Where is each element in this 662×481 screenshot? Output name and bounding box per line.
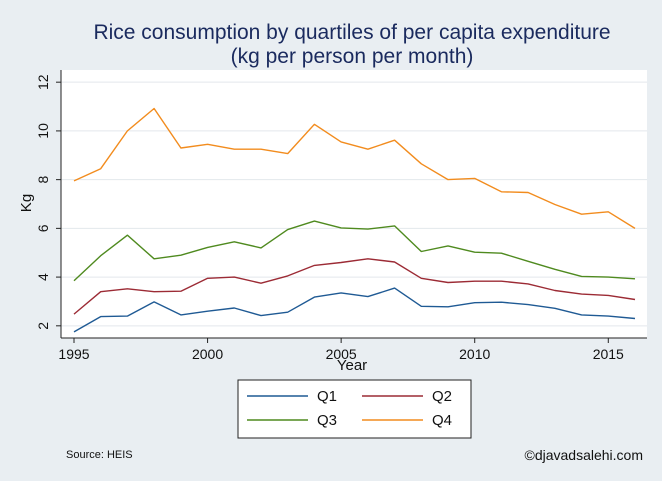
y-axis-ticks: 2 4 6 8 10 12 [35, 74, 61, 330]
legend-label-q4: Q4 [432, 412, 452, 429]
legend-label-q3: Q3 [317, 412, 337, 429]
series-line-q1 [73, 287, 636, 333]
plot-background [61, 70, 647, 338]
series-line-q3 [73, 220, 636, 282]
x-tick-label: 2005 [326, 346, 357, 362]
source-note: Source: HEIS [66, 449, 133, 461]
y-tick-label: 4 [35, 273, 51, 281]
chart-subtitle: (kg per person per month) [231, 45, 474, 68]
x-tick-label: 2010 [459, 346, 490, 362]
series-line-q4 [73, 107, 636, 229]
plot-area: 2 4 6 8 10 12 1995 2000 2005 2010 2015 [35, 70, 647, 362]
y-tick-label: 10 [35, 123, 51, 139]
y-tick-label: 2 [35, 322, 51, 330]
series-line-q2 [73, 258, 636, 315]
series-lines [73, 107, 636, 333]
chart-title: Rice consumption by quartiles of per cap… [93, 21, 610, 44]
y-tick-label: 12 [35, 74, 51, 90]
x-tick-label: 2015 [593, 346, 624, 362]
legend: Q1 Q2 Q3 Q4 [237, 379, 472, 439]
credit-text: ©djavadsalehi.com [525, 447, 644, 463]
x-axis-ticks: 1995 2000 2005 2010 2015 [58, 338, 624, 362]
legend-label-q1: Q1 [317, 388, 337, 405]
y-tick-label: 6 [35, 224, 51, 232]
y-axis-label: Kg [18, 194, 35, 212]
legend-label-q2: Q2 [432, 388, 452, 405]
x-tick-label: 1995 [58, 346, 89, 362]
x-tick-label: 2000 [192, 346, 223, 362]
x-axis-label: Year [337, 357, 367, 374]
legend-box [237, 379, 472, 439]
y-tick-label: 8 [35, 176, 51, 184]
